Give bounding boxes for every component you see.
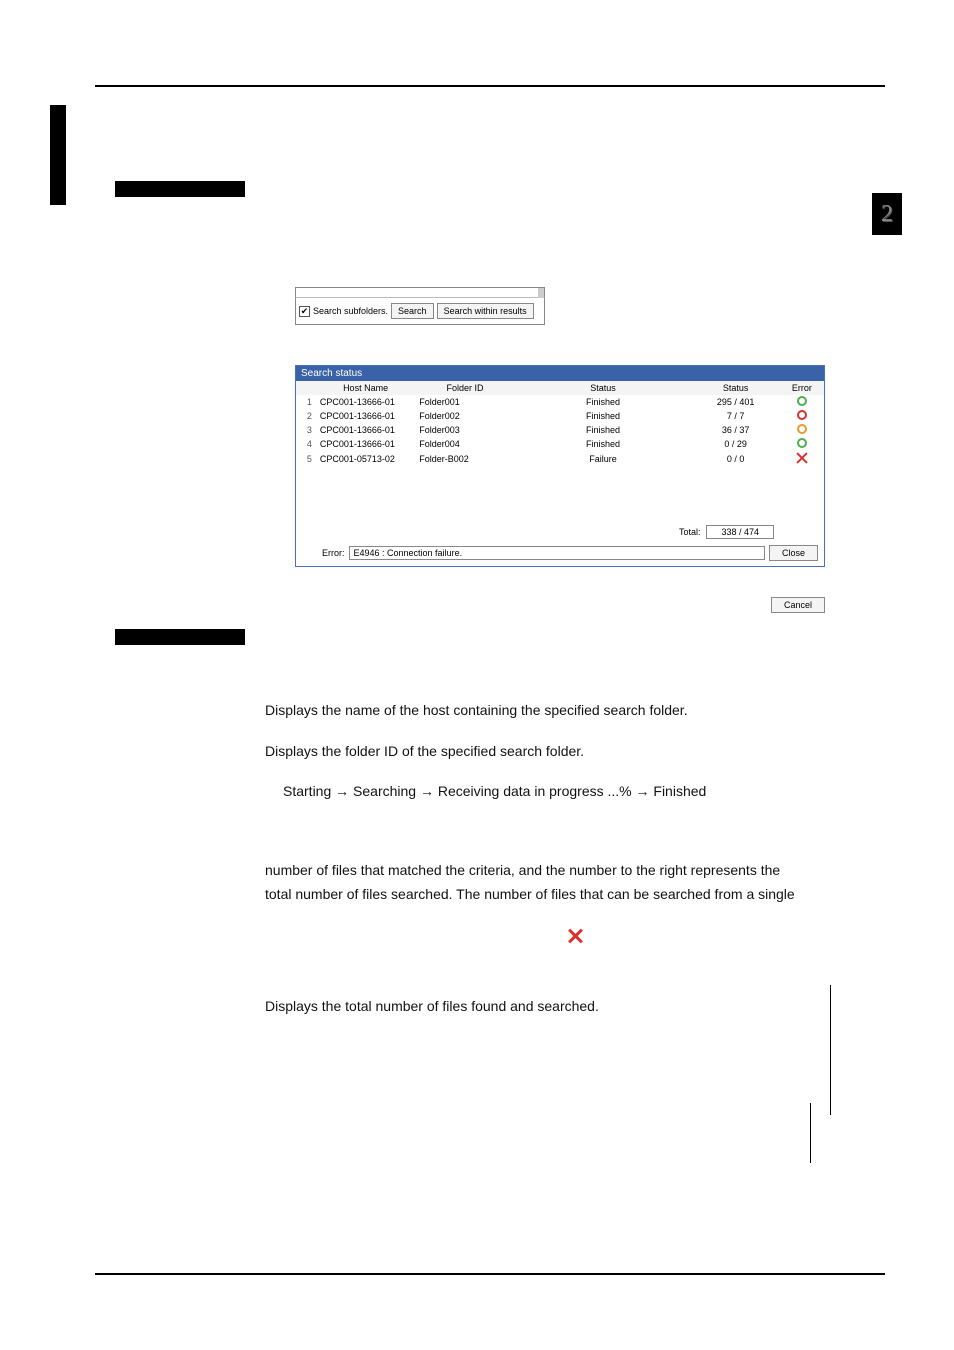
row-status: Failure: [515, 451, 692, 467]
status-ring-icon: [797, 410, 807, 420]
col-status2: Status: [691, 381, 779, 395]
search-input-fragment: [295, 287, 545, 297]
error-x-icon: [567, 928, 583, 944]
table-row: 2CPC001-13666-01Folder002Finished7 / 7: [296, 409, 824, 423]
def-status-flow: Starting → Searching → Receiving data in…: [283, 781, 885, 803]
top-horizontal-rule: [95, 85, 885, 87]
table-row: 5CPC001-05713-02Folder-B002Failure0 / 0: [296, 451, 824, 467]
row-error: [780, 437, 824, 451]
close-button[interactable]: Close: [769, 545, 818, 561]
col-error: Error: [780, 381, 824, 395]
col-folderid: Folder ID: [415, 381, 514, 395]
row-count: 36 / 37: [691, 423, 779, 437]
row-status: Finished: [515, 409, 692, 423]
row-error: [780, 395, 824, 409]
row-error: [780, 451, 824, 467]
def-hostname: Displays the name of the host containing…: [265, 700, 885, 722]
table-row: 1CPC001-13666-01Folder001Finished295 / 4…: [296, 395, 824, 409]
search-status-table: Host Name Folder ID Status Status Error …: [296, 381, 824, 467]
total-label: Total:: [679, 527, 701, 537]
left-black-bar: [50, 105, 66, 205]
row-count: 7 / 7: [691, 409, 779, 423]
row-folderid: Folder004: [415, 437, 514, 451]
search-bar-screenshot: ✔ Search subfolders. Search Search withi…: [295, 287, 545, 325]
total-row: Total: 338 / 474: [296, 522, 824, 542]
row-folderid: Folder002: [415, 409, 514, 423]
callout-line: [810, 1103, 811, 1163]
row-index: 2: [296, 409, 316, 423]
row-folderid: Folder001: [415, 395, 514, 409]
row-error: [780, 409, 824, 423]
row-folderid: Folder003: [415, 423, 514, 437]
section-heading-strip-1: [115, 181, 245, 197]
status-x-icon: [796, 452, 808, 464]
row-folderid: Folder-B002: [415, 451, 514, 467]
bottom-horizontal-rule: [95, 1273, 885, 1275]
cancel-button[interactable]: Cancel: [771, 597, 825, 613]
row-index: 4: [296, 437, 316, 451]
row-index: 3: [296, 423, 316, 437]
def-status-count-a: number of files that matched the criteri…: [265, 860, 885, 882]
definitions-block: Displays the name of the host containing…: [265, 700, 885, 1018]
row-count: 0 / 29: [691, 437, 779, 451]
row-hostname: CPC001-13666-01: [316, 437, 415, 451]
status-ring-icon: [797, 396, 807, 406]
col-index: [296, 381, 316, 395]
def-total: Displays the total number of files found…: [265, 996, 885, 1018]
search-status-window: Search status Host Name Folder ID Status…: [295, 365, 825, 567]
row-hostname: CPC001-05713-02: [316, 451, 415, 467]
table-row: 3CPC001-13666-01Folder003Finished36 / 37: [296, 423, 824, 437]
row-hostname: CPC001-13666-01: [316, 395, 415, 409]
row-count: 0 / 0: [691, 451, 779, 467]
search-subfolders-checkbox[interactable]: ✔: [299, 306, 310, 317]
row-index: 5: [296, 451, 316, 467]
col-hostname: Host Name: [316, 381, 415, 395]
row-count: 295 / 401: [691, 395, 779, 409]
status-ring-icon: [797, 438, 807, 448]
section-heading-strip-2: [115, 629, 245, 645]
row-hostname: CPC001-13666-01: [316, 409, 415, 423]
window-titlebar: Search status: [296, 366, 824, 381]
error-message: E4946 : Connection failure.: [349, 546, 765, 560]
row-status: Finished: [515, 437, 692, 451]
table-row: 4CPC001-13666-01Folder004Finished0 / 29: [296, 437, 824, 451]
row-status: Finished: [515, 423, 692, 437]
search-subfolders-label: Search subfolders.: [313, 306, 388, 316]
status-ring-icon: [797, 424, 807, 434]
row-hostname: CPC001-13666-01: [316, 423, 415, 437]
def-status-count-b: total number of files searched. The numb…: [265, 884, 885, 906]
row-status: Finished: [515, 395, 692, 409]
search-button[interactable]: Search: [391, 303, 434, 319]
row-error: [780, 423, 824, 437]
error-label: Error:: [322, 548, 345, 558]
row-index: 1: [296, 395, 316, 409]
def-folderid: Displays the folder ID of the specified …: [265, 741, 885, 763]
col-status: Status: [515, 381, 692, 395]
search-within-results-button[interactable]: Search within results: [437, 303, 534, 319]
total-value: 338 / 474: [706, 525, 774, 539]
